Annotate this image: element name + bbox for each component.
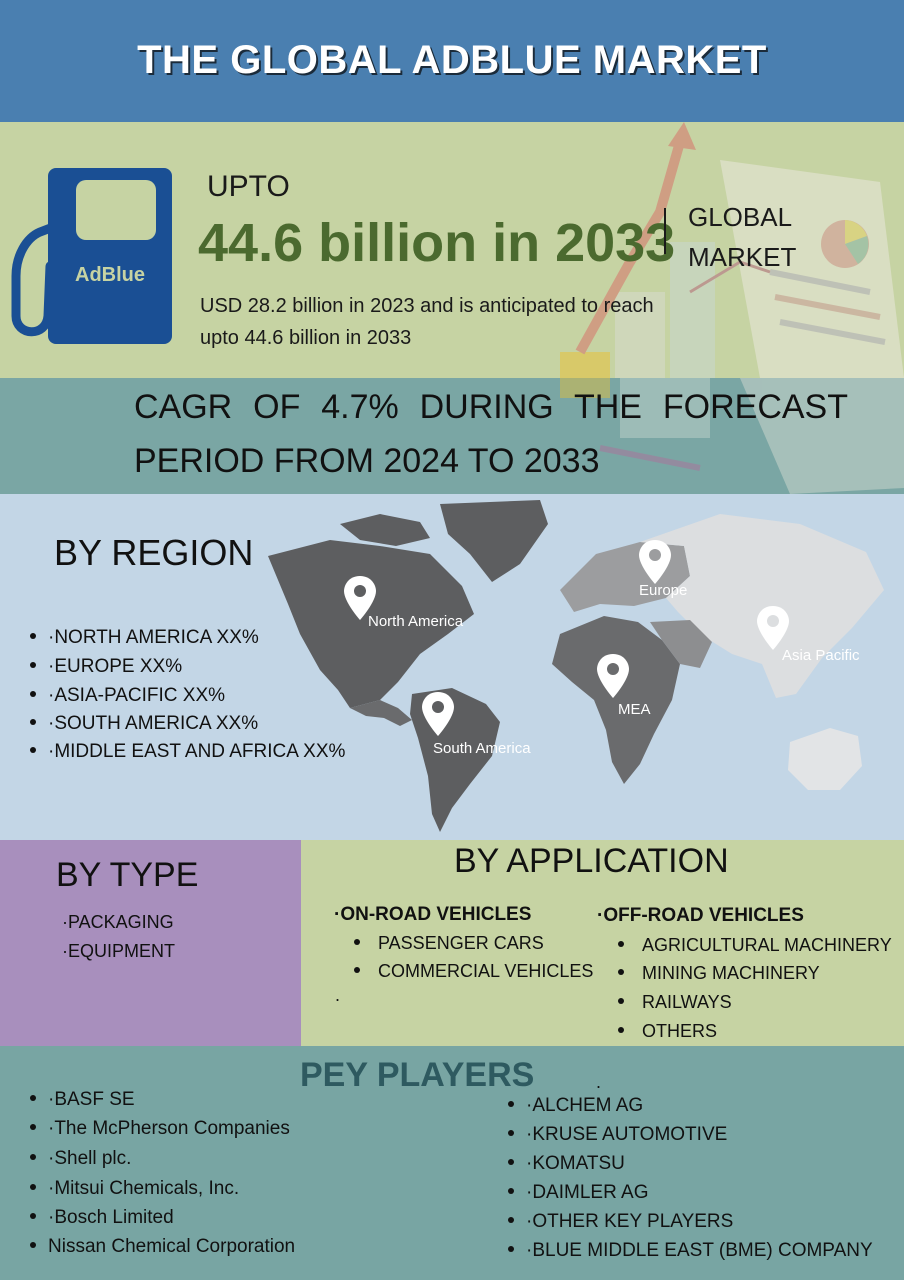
upto-label: UPTO [207,170,290,203]
player-item: ·BASF SE [30,1089,135,1111]
player-item: ·The McPherson Companies [30,1118,290,1140]
chart-background-illustration [560,122,904,378]
header-banner [0,0,904,122]
pin-label-asia-pacific: Asia Pacific [782,647,860,664]
divider-bar [664,208,666,254]
pin-mea-icon [597,654,629,698]
pin-label-europe: Europe [639,582,688,599]
type-section [0,840,301,1046]
global-label-line1: GLOBAL [688,202,793,232]
map-middle-east [650,620,712,668]
on-road-item: PASSENGER CARS [354,933,544,954]
map-north-america [268,540,474,708]
map-asia [640,514,884,698]
map-arctic-islands [340,514,430,546]
region-item: ·ASIA-PACIFIC XX% [30,685,225,707]
pin-label-south-america: South America [433,740,531,757]
type-item: ·PACKAGING [62,912,174,932]
on-road-header: ·ON-ROAD VEHICLES [334,904,532,925]
off-road-header: ·OFF-ROAD VEHICLES [597,905,804,926]
player-item: ·KRUSE AUTOMOTIVE [508,1124,727,1146]
type-title: BY TYPE [56,856,199,894]
type-item: ·EQUIPMENT [62,941,176,961]
off-road-item: OTHERS [618,1021,717,1042]
cagr-text-line1: CAGR OF 4.7% DURING THE FORECAST [134,388,848,426]
player-item: Nissan Chemical Corporation [30,1236,295,1258]
pin-asia-pacific-icon [757,606,789,650]
pin-label-mea: MEA [618,701,651,718]
world-map [268,500,884,832]
region-item: ·SOUTH AMERICA XX% [30,713,258,735]
region-title: BY REGION [54,532,254,573]
headline-value: 44.6 billion in 2033 [198,213,676,273]
pump-label: AdBlue [75,264,145,286]
player-item: ·Bosch Limited [30,1207,174,1229]
player-item: ·DAIMLER AG [508,1182,648,1204]
cagr-text-line2: PERIOD FROM 2024 TO 2033 [134,442,600,480]
chart-background-illustration-lower [560,378,904,494]
pin-south-america-icon [422,692,454,736]
player-item: ·KOMATSU [508,1153,625,1175]
hero-section: AdBlue [0,122,904,378]
map-greenland [440,500,548,582]
pin-europe-icon [639,540,671,584]
map-australia [788,728,862,790]
adblue-pump-icon [11,168,172,344]
market-description: USD 28.2 billion in 2023 and is anticipa… [200,295,654,349]
off-road-item: RAILWAYS [618,992,732,1013]
players-dot: . [596,1072,602,1092]
cagr-section [0,378,904,494]
off-road-item: MINING MACHINERY [618,963,820,984]
player-item: ·ALCHEM AG [508,1095,643,1117]
application-title: BY APPLICATION [454,842,729,880]
pin-north-america-icon [344,576,376,620]
off-road-item: AGRICULTURAL MACHINERY [618,935,892,956]
player-item: ·Mitsui Chemicals, Inc. [30,1178,239,1200]
region-item: ·EUROPE XX% [30,656,182,678]
players-title: PEY PLAYERS [300,1056,535,1094]
on-road-trailing-dot: . [335,985,341,1005]
player-item: ·OTHER KEY PLAYERS [508,1211,733,1233]
map-africa [552,616,680,784]
map-central-america [350,700,412,726]
player-item: ·BLUE MIDDLE EAST (BME) COMPANY [508,1240,873,1262]
region-item: ·NORTH AMERICA XX% [30,627,259,649]
pin-label-north-america: North America [368,613,464,630]
page-title: THE GLOBAL ADBLUE MARKET [137,38,767,82]
global-label-line2: MARKET [688,242,797,272]
player-item: ·Shell plc. [30,1148,131,1170]
region-item: ·MIDDLE EAST AND AFRICA XX% [30,741,345,763]
region-section [0,494,904,840]
on-road-item: COMMERCIAL VEHICLES [354,961,593,982]
